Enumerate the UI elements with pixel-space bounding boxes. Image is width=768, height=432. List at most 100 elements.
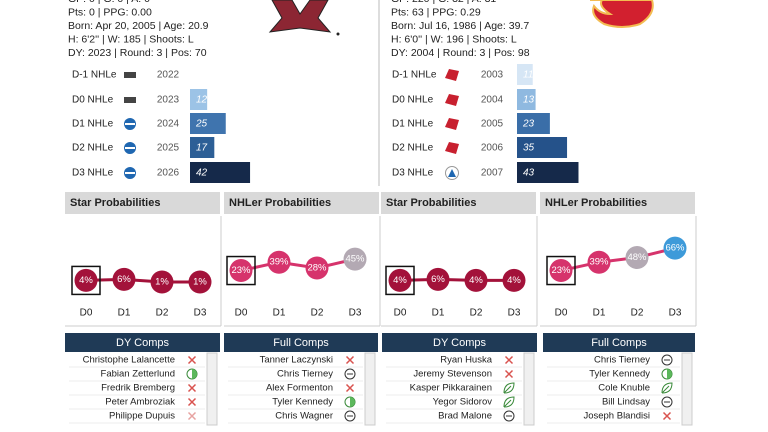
prob-point	[150, 270, 174, 294]
status-icon	[661, 368, 673, 380]
nhle-value: 23	[522, 119, 535, 130]
nhle-label: D0 NHLe	[392, 95, 434, 106]
prob-label: 4%	[79, 275, 93, 286]
player-info: Pts: 0 | PPG: 0.00	[68, 6, 152, 18]
x-tick-label: D3	[349, 308, 362, 319]
prob-label: 28%	[307, 262, 327, 273]
player-info: DY: 2004 | Round: 3 | Pos: 98	[391, 47, 530, 59]
comp-name: Kasper Pikkarainen	[410, 383, 492, 394]
x-icon	[504, 369, 514, 379]
section-header	[65, 192, 220, 214]
leaf-icon	[503, 396, 515, 408]
section-header	[381, 192, 536, 214]
section-title: NHLer Probabilities	[229, 197, 331, 209]
nhle-year: 2025	[157, 143, 180, 154]
nhle-label: D-1 NHLe	[72, 70, 117, 81]
highlight-box	[385, 265, 415, 296]
x-icon	[187, 383, 197, 393]
nhle-label: D3 NHLe	[392, 168, 434, 179]
nhle-label: D-1 NHLe	[392, 70, 437, 81]
nhle-bar	[517, 89, 536, 110]
section-title: NHLer Probabilities	[545, 197, 647, 209]
prob-point	[229, 259, 253, 283]
x-tick-label: D3	[508, 308, 521, 319]
status-icon	[661, 396, 673, 408]
half-fill	[350, 397, 355, 407]
x-tick-label: D2	[470, 308, 483, 319]
nhle-year: 2003	[481, 70, 504, 81]
prob-label: 1%	[193, 276, 207, 287]
nhle-year: 2004	[481, 95, 504, 106]
status-icon	[661, 382, 673, 394]
half-fill	[667, 369, 672, 379]
nhle-year: 2022	[157, 70, 180, 81]
x-tick-label: D0	[394, 308, 407, 319]
nhle-value: 35	[523, 143, 535, 154]
x-tick-label: D0	[80, 308, 93, 319]
highlight-box	[226, 255, 256, 286]
nhle-year: 2006	[481, 143, 504, 154]
x-tick-label: D0	[555, 308, 568, 319]
prob-point	[464, 268, 488, 292]
prob-point	[74, 268, 98, 292]
status-icon	[345, 383, 355, 393]
comp-name: Brad Malone	[438, 411, 492, 422]
comps-title: DY Comps	[116, 337, 169, 349]
league-logo	[124, 72, 136, 78]
nhle-bar	[517, 113, 550, 134]
league-logo-band	[125, 147, 135, 149]
nhle-value: 25	[195, 119, 208, 130]
prob-point	[267, 250, 291, 274]
league-logo-band	[125, 123, 135, 125]
prob-point	[388, 268, 412, 292]
status-icon	[187, 397, 197, 407]
nhle-value: 43	[523, 168, 535, 179]
comp-name: Fredrik Bremberg	[101, 383, 175, 394]
prob-point	[112, 267, 136, 291]
prob-label: 39%	[589, 257, 609, 268]
league-logo	[445, 94, 459, 106]
prob-label: 6%	[117, 274, 131, 285]
nhle-label: D0 NHLe	[72, 95, 114, 106]
x-tick-label: D3	[669, 308, 682, 319]
league-logo-band	[125, 172, 135, 174]
player-info: H: 6'0'' | W: 196 | Shoots: L	[391, 33, 517, 45]
comps-title: Full Comps	[273, 337, 329, 349]
comps-header	[543, 333, 695, 352]
nhle-bar	[517, 64, 533, 85]
player-info: Born: Jul 16, 1986 | Age: 39.7	[391, 20, 529, 32]
team-logo	[268, 0, 340, 36]
player-info: GP: 0 | G: 0 | A: 0	[68, 0, 150, 5]
prob-point	[343, 247, 367, 271]
nhle-value: 12	[196, 95, 208, 106]
nhle-bar	[190, 137, 215, 158]
status-icon	[344, 410, 356, 422]
scrollbar	[523, 352, 535, 426]
comp-name: Christophe Lalancette	[83, 355, 175, 366]
status-icon	[504, 369, 514, 379]
comp-name: Joseph Blandisi	[583, 411, 650, 422]
nhle-label: D1 NHLe	[392, 119, 434, 130]
scrollbar	[681, 352, 693, 426]
x-icon	[187, 397, 197, 407]
status-icon	[345, 355, 355, 365]
league-logo-a	[448, 169, 456, 177]
comp-name: Peter Ambroziak	[105, 397, 175, 408]
comp-name: Bill Lindsay	[602, 397, 650, 408]
comps-header	[224, 333, 378, 352]
leaf-icon	[661, 382, 673, 394]
prob-point	[305, 256, 329, 280]
status-icon	[187, 383, 197, 393]
nhle-value: 11	[523, 70, 533, 81]
prob-label: 4%	[507, 275, 521, 286]
comp-name: Fabian Zetterlund	[101, 369, 175, 380]
comp-name: Ryan Huska	[440, 355, 492, 366]
league-logo	[124, 97, 136, 103]
scrollbar	[206, 352, 218, 426]
comps-header	[382, 333, 537, 352]
prob-line	[85, 277, 200, 284]
section-title: Star Probabilities	[70, 197, 160, 209]
prob-point	[625, 246, 649, 270]
player-info: GP: 220 | G: 32 | A: 31	[391, 0, 496, 5]
